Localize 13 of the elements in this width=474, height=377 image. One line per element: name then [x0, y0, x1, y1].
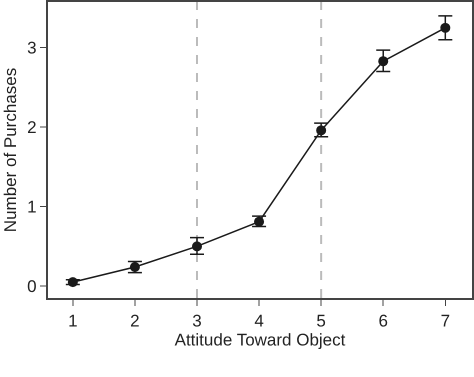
- x-tick-label: 4: [254, 311, 264, 330]
- x-axis-title: Attitude Toward Object: [174, 330, 346, 350]
- x-tick-label: 1: [68, 311, 78, 330]
- y-tick-label: 1: [27, 198, 37, 217]
- x-tick-label: 3: [192, 311, 202, 330]
- y-tick-label: 3: [27, 38, 37, 58]
- x-tick-label: 7: [440, 311, 450, 330]
- y-tick-label: 2: [27, 118, 37, 138]
- y-tick-label: 0: [27, 277, 37, 296]
- x-tick-label: 6: [378, 311, 388, 330]
- y-axis-title: Number of Purchases: [1, 68, 20, 232]
- x-tick-label: 5: [316, 311, 326, 330]
- x-tick-label: 2: [130, 311, 140, 330]
